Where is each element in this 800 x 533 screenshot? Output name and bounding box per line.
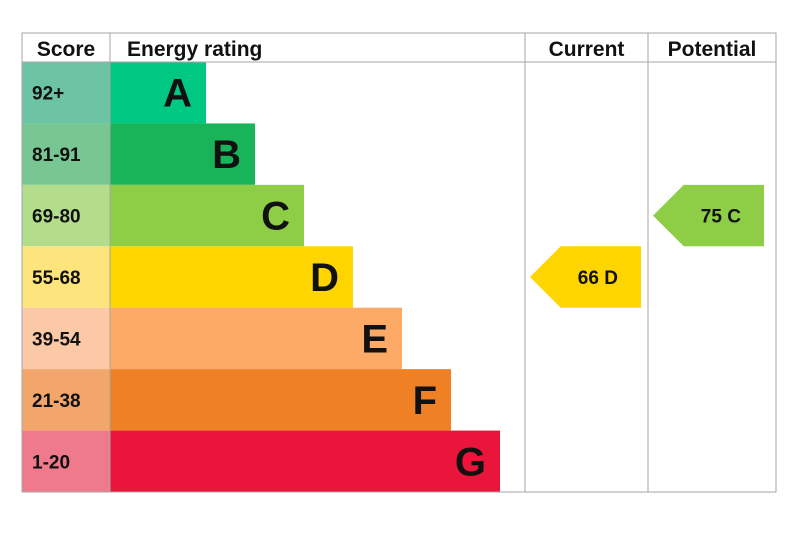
score-cell-C: [22, 184, 110, 247]
rating-bar-F: [110, 369, 451, 431]
header-energy-rating: Energy rating: [127, 38, 262, 61]
potential-rating-label: 75 C: [701, 207, 741, 228]
rating-letter-D: D: [310, 256, 339, 300]
rating-letter-C: C: [261, 195, 290, 239]
score-range-A: 92+: [32, 84, 64, 105]
score-cell-F: [22, 369, 110, 431]
score-range-E: 39-54: [32, 329, 81, 350]
rating-letter-A: A: [163, 72, 192, 116]
header-potential: Potential: [668, 38, 757, 61]
rating-bar-D: [110, 246, 353, 308]
header-score: Score: [37, 38, 95, 61]
current-rating-arrow: [530, 246, 641, 308]
rating-bar-C: [110, 184, 304, 247]
score-range-D: 55-68: [32, 268, 81, 289]
rating-bar-B: [110, 123, 255, 185]
score-range-G: 1-20: [32, 452, 70, 473]
current-rating-label: 66 D: [578, 268, 618, 289]
score-range-C: 69-80: [32, 207, 81, 228]
score-cell-B: [22, 123, 110, 185]
rating-letter-F: F: [413, 379, 437, 423]
score-range-F: 21-38: [32, 391, 81, 412]
rating-bar-A: [110, 62, 206, 124]
table-border: [21, 32, 777, 493]
score-cell-D: [22, 246, 110, 308]
score-cell-E: [22, 307, 110, 370]
rating-letter-E: E: [361, 317, 388, 361]
header-current: Current: [549, 38, 625, 61]
rating-bar-E: [110, 307, 402, 370]
rating-letter-B: B: [212, 133, 241, 177]
score-cell-A: [22, 62, 110, 124]
potential-rating-arrow: [653, 184, 764, 247]
rating-letter-G: G: [455, 440, 486, 484]
score-range-B: 81-91: [32, 145, 81, 166]
score-cell-G: [22, 430, 110, 492]
rating-bar-G: [110, 430, 500, 492]
